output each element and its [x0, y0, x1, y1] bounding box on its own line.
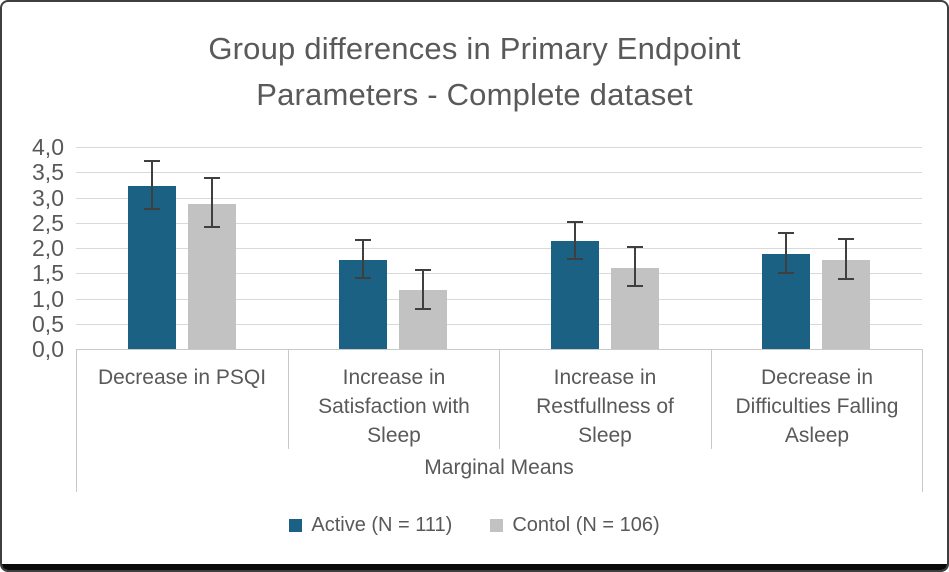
- error-bar: [151, 161, 153, 208]
- error-bar: [574, 222, 576, 259]
- gridline: [76, 324, 922, 325]
- category-divider: [711, 349, 712, 449]
- error-bar-cap: [567, 258, 583, 260]
- legend-swatch: [289, 519, 303, 532]
- error-bar: [422, 270, 424, 309]
- bar[interactable]: [128, 186, 176, 349]
- legend-label: Contol (N = 106): [512, 514, 660, 536]
- error-bar-cap: [144, 208, 160, 210]
- category-label: Increase in Restfullness of Sleep: [499, 363, 711, 450]
- legend-label: Active (N = 111): [311, 514, 453, 536]
- error-bar-cap: [838, 238, 854, 240]
- error-bar-cap: [627, 246, 643, 248]
- bar[interactable]: [188, 204, 236, 349]
- x-axis-title: Marginal Means: [424, 456, 574, 479]
- category-label: Decrease in Difficulties Falling Asleep: [711, 363, 923, 450]
- gridline: [76, 223, 922, 224]
- y-axis-tick-label: 1,0: [32, 286, 64, 312]
- gridline: [76, 299, 922, 300]
- category-divider: [499, 349, 500, 449]
- error-bar-cap: [204, 226, 220, 228]
- y-axis-tick-label: 0,5: [32, 311, 64, 337]
- gridline: [76, 248, 922, 249]
- error-bar-cap: [778, 272, 794, 274]
- category-divider: [288, 349, 289, 449]
- category-label-text: Increase in Satisfaction with Sleep: [318, 366, 470, 447]
- legend-swatch: [490, 519, 504, 532]
- error-bar-cap: [627, 285, 643, 287]
- error-bar: [634, 247, 636, 286]
- category-box-border: [76, 349, 77, 492]
- error-bar-cap: [144, 160, 160, 162]
- error-bar-cap: [778, 232, 794, 234]
- y-axis-tick-label: 0,0: [32, 336, 64, 362]
- gridline: [76, 273, 922, 274]
- y-axis-tick-label: 1,5: [32, 260, 64, 286]
- y-axis-tick-label: 4,0: [32, 134, 64, 160]
- error-bar: [845, 239, 847, 279]
- error-bar-cap: [838, 278, 854, 280]
- y-axis-tick-label: 2,5: [32, 210, 64, 236]
- y-axis-tick-label: 2,0: [32, 235, 64, 261]
- error-bar-cap: [204, 177, 220, 179]
- gridline: [76, 198, 922, 199]
- error-bar-cap: [567, 221, 583, 223]
- error-bar-cap: [415, 308, 431, 310]
- window-bottom-edge: [2, 564, 947, 570]
- error-bar: [362, 240, 364, 278]
- legend: Active (N = 111) Contol (N = 106): [2, 514, 947, 537]
- category-label: Decrease in PSQI: [76, 363, 288, 392]
- error-bar-cap: [355, 239, 371, 241]
- error-bar-cap: [355, 277, 371, 279]
- gridline: [76, 147, 922, 148]
- chart-title: Group differences in Primary Endpoint Pa…: [2, 26, 947, 118]
- category-label-text: Increase in Restfullness of Sleep: [536, 366, 674, 447]
- legend-item[interactable]: Contol (N = 106): [490, 514, 660, 537]
- category-label: Increase in Satisfaction with Sleep: [288, 363, 500, 450]
- chart-title-line-1: Group differences in Primary Endpoint: [208, 31, 741, 66]
- y-axis-tick-label: 3,0: [32, 185, 64, 211]
- legend-item[interactable]: Active (N = 111): [289, 514, 452, 537]
- category-label-text: Decrease in PSQI: [97, 366, 267, 389]
- chart-title-line-2: Parameters - Complete dataset: [256, 77, 693, 112]
- category-box-border: [922, 349, 923, 492]
- gridline: [76, 172, 922, 173]
- y-axis-tick-label: 3,5: [32, 159, 64, 185]
- category-label-text: Decrease in Difficulties Falling Asleep: [735, 366, 899, 447]
- error-bar: [785, 233, 787, 273]
- error-bar-cap: [415, 269, 431, 271]
- error-bar: [211, 178, 213, 227]
